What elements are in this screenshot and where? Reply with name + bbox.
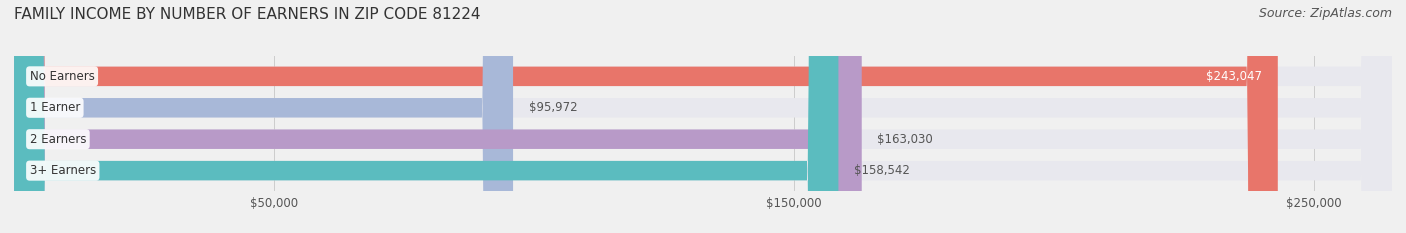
Text: 2 Earners: 2 Earners <box>30 133 86 146</box>
Text: $163,030: $163,030 <box>877 133 934 146</box>
FancyBboxPatch shape <box>14 0 1392 233</box>
FancyBboxPatch shape <box>14 0 1392 233</box>
Text: Source: ZipAtlas.com: Source: ZipAtlas.com <box>1258 7 1392 20</box>
FancyBboxPatch shape <box>14 0 838 233</box>
Text: No Earners: No Earners <box>30 70 94 83</box>
Text: 1 Earner: 1 Earner <box>30 101 80 114</box>
Text: $95,972: $95,972 <box>529 101 578 114</box>
FancyBboxPatch shape <box>14 0 513 233</box>
FancyBboxPatch shape <box>14 0 1278 233</box>
FancyBboxPatch shape <box>14 0 1392 233</box>
Text: FAMILY INCOME BY NUMBER OF EARNERS IN ZIP CODE 81224: FAMILY INCOME BY NUMBER OF EARNERS IN ZI… <box>14 7 481 22</box>
Text: $243,047: $243,047 <box>1206 70 1263 83</box>
FancyBboxPatch shape <box>14 0 862 233</box>
Text: $158,542: $158,542 <box>853 164 910 177</box>
FancyBboxPatch shape <box>14 0 1392 233</box>
Text: 3+ Earners: 3+ Earners <box>30 164 96 177</box>
